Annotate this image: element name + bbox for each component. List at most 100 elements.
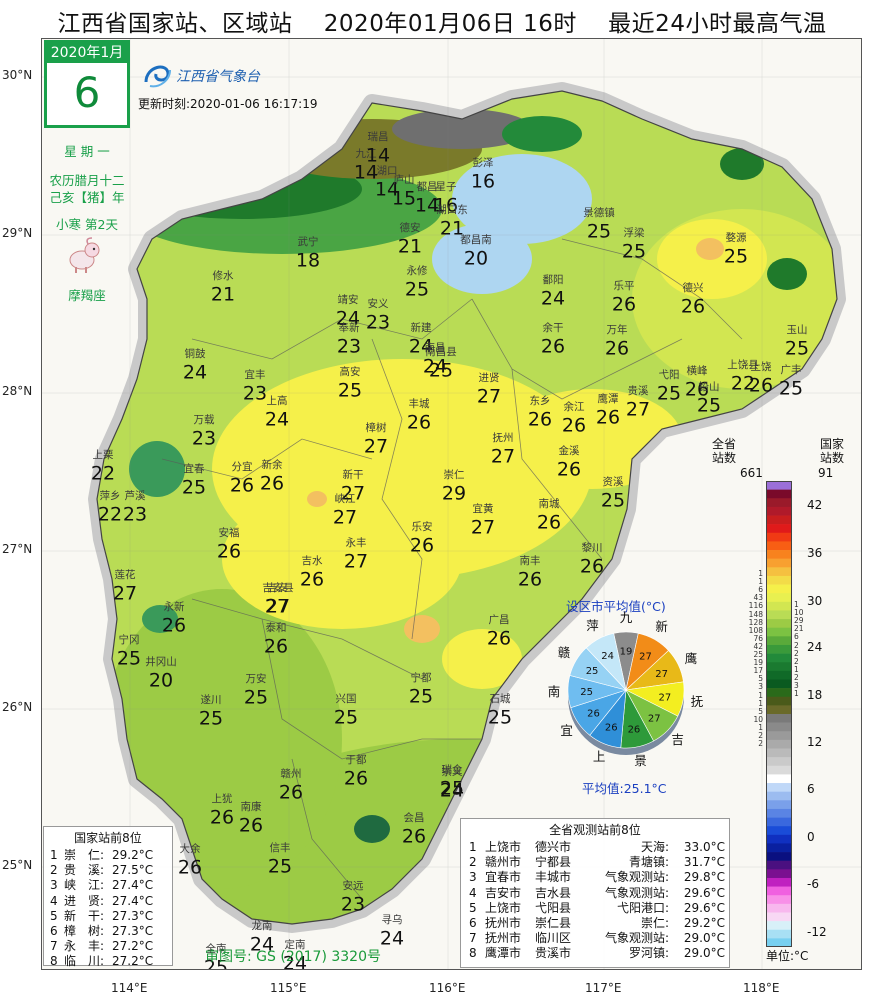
station-value: 23 — [242, 382, 268, 405]
colorbar-total-national: 91 — [818, 466, 834, 480]
station-value: 26 — [684, 378, 710, 401]
colorbar-band — [766, 619, 792, 629]
station-value: 16 — [433, 194, 459, 217]
cell-value: 29.0°C — [683, 946, 725, 961]
station-value: 26 — [517, 568, 543, 591]
station-name: 浮梁 — [623, 226, 645, 239]
colorbar-band — [766, 748, 792, 758]
colorbar-border — [766, 481, 792, 947]
colorbar-band — [766, 644, 792, 654]
approval-number: 审图号: GS (2017) 3320号 — [205, 949, 381, 965]
table-row: 2 贵 溪: 27.5°C — [44, 863, 172, 878]
station-name: 莲花 — [114, 568, 136, 581]
station-name: 会昌 — [403, 811, 425, 824]
station-value: 25 — [333, 706, 359, 729]
colorbar-band — [766, 532, 792, 542]
station-value: 25 — [428, 359, 454, 382]
station-name: 吉水 — [301, 554, 323, 567]
station-name: 万年 — [606, 323, 628, 336]
station-value: 25 — [656, 382, 682, 405]
colorbar-tick: 12 — [807, 735, 823, 749]
colorbar-band — [766, 869, 792, 879]
national-top8-title: 国家站前8位 — [74, 831, 142, 845]
cell-city: 上饶市 — [485, 900, 522, 915]
colorbar-count-all: 148 — [748, 609, 763, 619]
colorbar-count-national: 2 — [794, 672, 799, 682]
table-row: 7 抚州市 临川区 气象观测站: 29.0°C — [461, 931, 729, 946]
station-name: 萍乡 — [99, 489, 121, 502]
colorbar-band — [766, 705, 792, 715]
colorbar-band — [766, 688, 792, 698]
table-row: 6 抚州市 崇仁县 崇仁: 29.2°C — [461, 916, 729, 931]
colorbar-count-all: 19 — [753, 658, 763, 668]
cell-value: 29.6°C — [683, 900, 725, 915]
station-value: 26 — [161, 614, 187, 637]
colorbar-band — [766, 670, 792, 680]
colorbar-count-all: 5 — [758, 706, 763, 716]
calendar-year-month: 2020年1月 — [47, 43, 127, 63]
colorbar-band — [766, 895, 792, 905]
station-name: 靖安 — [337, 293, 359, 306]
station-name: 余江 — [563, 400, 585, 413]
colorbar-count-all: 6 — [758, 585, 763, 595]
pie-title: 设区市平均值(°C) — [566, 599, 666, 614]
colorbar-band — [766, 739, 792, 749]
colorbar-band — [766, 731, 792, 741]
station-name: 吉安 — [266, 581, 288, 594]
station-value: 23 — [336, 335, 362, 358]
colorbar-band — [766, 636, 792, 646]
station-value: 25 — [181, 476, 207, 499]
station-name: 赣州 — [280, 767, 302, 780]
colorbar-band — [766, 584, 792, 594]
colorbar-count-all: 108 — [748, 625, 763, 635]
station-value: 24 — [439, 779, 465, 802]
station-value: 26 — [579, 555, 605, 578]
station-value: 26 — [611, 293, 637, 316]
colorbar-band — [766, 877, 792, 887]
cell-value: 27.4°C — [112, 893, 154, 908]
colorbar-band — [766, 783, 792, 792]
colorbar-count-all: 2 — [758, 731, 763, 740]
colorbar-count-national: 6 — [794, 632, 799, 642]
pie-slice-value: 24 — [601, 651, 614, 662]
colorbar-band — [766, 524, 792, 534]
colorbar-count-all: 10 — [753, 714, 763, 724]
pie-slice-value: 27 — [639, 652, 652, 663]
cell-city: 上饶市 — [485, 840, 522, 854]
station-value: 25 — [600, 489, 626, 512]
station-name: 定南 — [284, 938, 306, 951]
station-name: 吉安县 — [262, 581, 294, 594]
province-top8-panel: 全省观测站前8位 1 上饶市 德兴市 天海: 33.0°C 2 赣州市 宁都县 青塘镇: 31.7… — [460, 818, 730, 968]
station-name: 宁冈 — [118, 633, 140, 646]
station-value: 26 — [604, 337, 630, 360]
colorbar-band — [766, 601, 792, 611]
colorbar-tick: 36 — [807, 546, 823, 560]
cell-value: 27.3°C — [112, 908, 154, 923]
cell-county: 贵溪市 — [535, 946, 572, 961]
cell-city: 宜春市 — [485, 870, 522, 885]
station-value: 26 — [748, 374, 774, 397]
station-name: 石城 — [489, 692, 511, 705]
pie-slice-value: 26 — [605, 723, 618, 734]
cell-rank: 2 — [469, 855, 477, 870]
pie-city-label: 上 — [592, 748, 606, 764]
station-value: 27 — [363, 435, 389, 458]
station-value: 23 — [340, 893, 366, 916]
cell-value: 29.2°C — [112, 848, 154, 862]
station-value: 14 — [353, 161, 379, 184]
colorbar-count-national: 21 — [794, 624, 804, 634]
colorbar-tick: 6 — [807, 782, 815, 796]
colorbar-band — [766, 843, 792, 853]
station-value: 18 — [295, 249, 321, 272]
station-value: 24 — [182, 361, 208, 384]
station-value: 24 — [422, 355, 448, 378]
table-row: 5 新 干: 27.3°C — [44, 909, 172, 924]
colorbar-band — [766, 834, 792, 844]
station-name: 新建 — [410, 321, 432, 334]
station-name: 宁都 — [410, 671, 432, 684]
station-value: 24 — [408, 335, 434, 358]
colorbar-count-all: 1 — [758, 698, 763, 708]
station-value: 26 — [556, 458, 582, 481]
table-row: 3 宜春市 丰城市 气象观测站: 29.8°C — [461, 870, 729, 885]
station-name: 分宜 — [231, 460, 253, 473]
